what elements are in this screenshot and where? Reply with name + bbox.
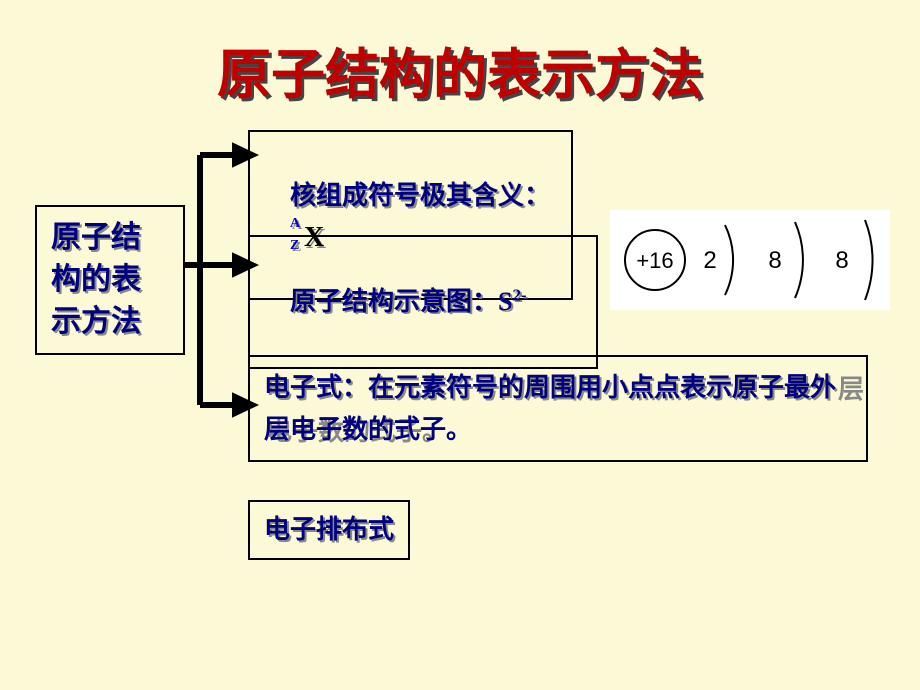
title-text: 原子结构的表示方法 — [217, 45, 703, 105]
shell-2: 8 — [768, 247, 781, 274]
branch2-prefix: 原子结构示意图：S — [290, 287, 512, 316]
branch2-sup: 2- — [512, 285, 526, 304]
nuclide-A: A — [290, 214, 300, 234]
branch1-prefix: 核组成符号极其含义： — [290, 181, 557, 210]
page-title: 原子结构的表示方法 原子结构的表示方法 — [217, 30, 703, 109]
shell-1: 2 — [703, 247, 716, 274]
branch4-text: 电子排布式 — [264, 515, 394, 544]
branch-schematic-box: 原子结构示意图：S2- 原子结构示意图：S2- — [248, 235, 598, 369]
branch-electron-config-box: 电子排布式 电子排布式 — [248, 500, 410, 560]
branch-electron-formula-box: 电子式：在元素符号的周围用小点点表示原子最外层电子数的式子。 电子式：在元素符号… — [248, 355, 868, 462]
shell-3: 8 — [835, 247, 848, 274]
nucleus-charge: +16 — [636, 248, 673, 273]
root-text: 原子结 构的表 示方法 — [51, 221, 141, 338]
atom-structure-diagram: +16 2 8 8 — [610, 210, 890, 310]
root-box: 原子结 构的表 示方法 原子结 构的表 示方法 — [35, 205, 185, 355]
